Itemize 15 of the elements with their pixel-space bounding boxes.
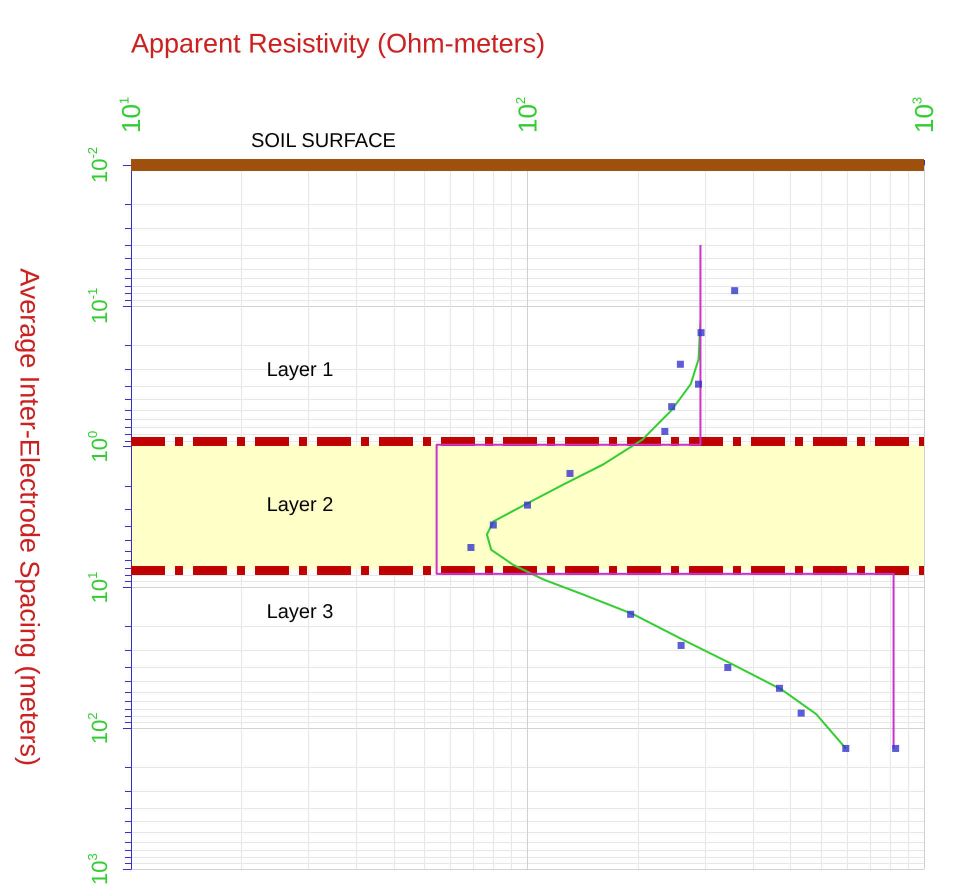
x-tick-label: 101 (116, 96, 146, 133)
annotation: Layer 1 (266, 359, 334, 381)
x-tick-label: 102 (512, 96, 542, 133)
y-tick-label: 10-1 (85, 288, 112, 324)
ref-line-label: SOIL SURFACE (251, 130, 396, 152)
annotation: Layer 2 (266, 494, 334, 516)
y-tick-label: 101 (85, 572, 112, 604)
annotation: Layer 3 (266, 601, 334, 623)
y-axis-title: Average Inter-Electrode Spacing (meters) (14, 268, 44, 766)
y-tick-label: 102 (85, 712, 112, 744)
x-axis-title: Apparent Resistivity (Ohm-meters) (131, 28, 546, 58)
y-tick-label: 100 (85, 430, 112, 463)
y-tick-label: 10-2 (85, 146, 112, 184)
y-tick-label: 103 (85, 853, 112, 886)
x-tick-label: 103 (909, 96, 939, 133)
